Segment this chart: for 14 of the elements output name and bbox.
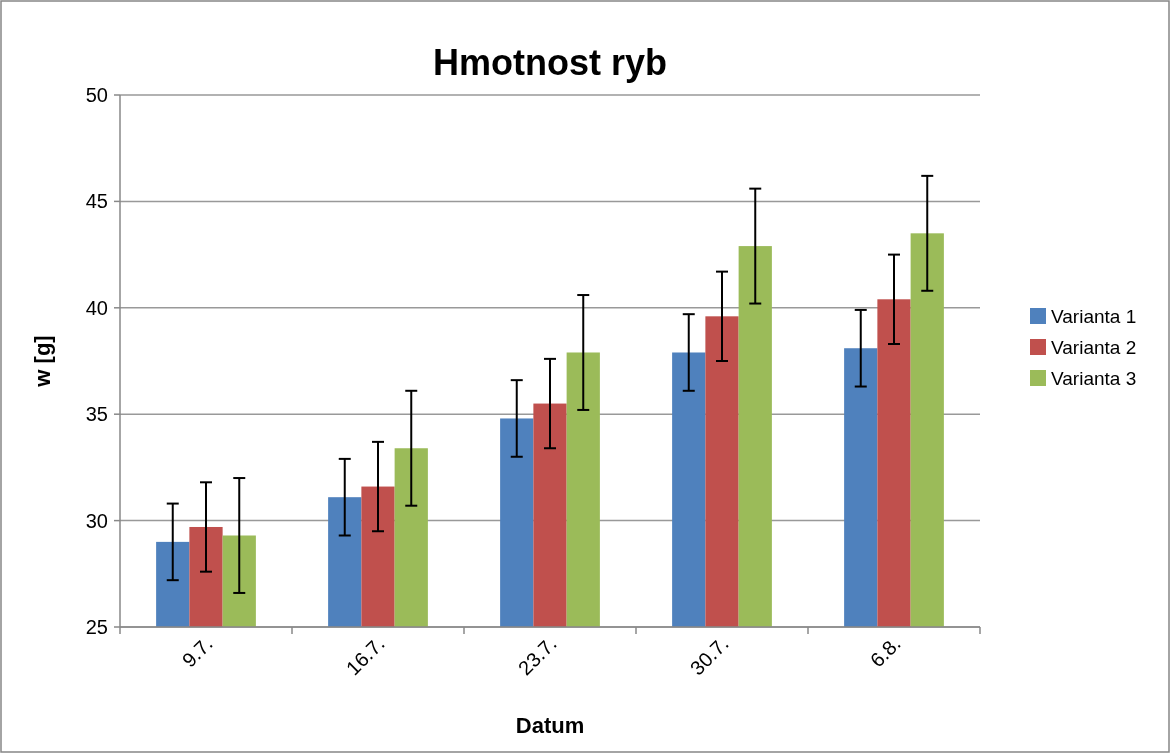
y-tick-label: 45 xyxy=(85,190,108,213)
chart-title: Hmotnost ryb xyxy=(433,42,667,83)
legend-label: Varianta 3 xyxy=(1051,367,1137,389)
y-tick-label: 40 xyxy=(85,296,108,319)
y-tick-label: 30 xyxy=(85,509,108,532)
y-tick-label: 35 xyxy=(85,403,108,426)
x-axis-title: Datum xyxy=(515,713,585,738)
x-tick-label: 9.7. xyxy=(177,632,217,672)
legend-label: Varianta 1 xyxy=(1051,305,1137,327)
x-tick-label: 6.8. xyxy=(865,632,905,672)
y-tick-label: 50 xyxy=(85,84,108,106)
y-tick-label: 25 xyxy=(85,616,108,638)
y-axis-title: w [g] xyxy=(30,335,55,388)
legend-label: Varianta 2 xyxy=(1051,336,1137,358)
